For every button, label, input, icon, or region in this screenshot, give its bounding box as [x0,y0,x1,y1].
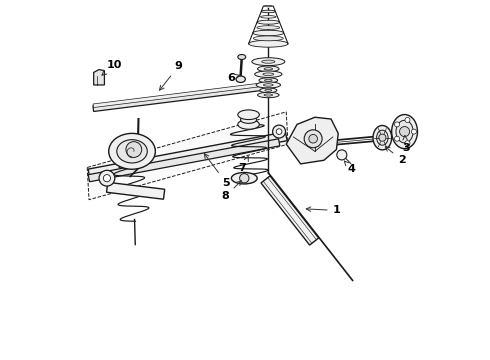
Ellipse shape [252,58,285,66]
Ellipse shape [257,20,280,24]
Circle shape [240,174,249,183]
Circle shape [405,117,410,122]
Circle shape [399,127,410,136]
Circle shape [412,129,416,134]
Circle shape [394,136,399,141]
Ellipse shape [264,68,272,70]
Text: 5: 5 [204,154,230,188]
Polygon shape [261,176,318,245]
Ellipse shape [265,79,272,81]
Text: 10: 10 [102,59,122,75]
Circle shape [337,150,347,160]
Text: 2: 2 [385,147,406,165]
Circle shape [276,129,282,134]
Ellipse shape [231,172,257,184]
Ellipse shape [258,66,279,72]
Circle shape [379,134,386,141]
Ellipse shape [236,76,245,82]
Ellipse shape [396,120,413,143]
Ellipse shape [258,92,279,98]
Ellipse shape [109,134,155,169]
Circle shape [126,141,142,157]
Ellipse shape [259,78,278,83]
Circle shape [394,122,399,127]
Ellipse shape [264,84,273,86]
Ellipse shape [238,110,259,120]
Text: 7: 7 [239,157,248,173]
Ellipse shape [257,26,280,30]
Ellipse shape [238,120,259,129]
Ellipse shape [392,114,417,149]
Ellipse shape [260,88,277,93]
Ellipse shape [264,94,272,96]
Ellipse shape [255,71,282,77]
Ellipse shape [377,130,388,145]
Polygon shape [106,182,165,199]
Polygon shape [94,69,104,85]
Ellipse shape [238,54,245,59]
Ellipse shape [256,82,280,88]
Text: 6: 6 [227,73,240,83]
Polygon shape [88,139,280,182]
Polygon shape [88,132,287,178]
Circle shape [405,141,410,146]
Ellipse shape [253,36,283,41]
Polygon shape [286,117,338,164]
Text: 4: 4 [344,161,356,174]
Ellipse shape [263,73,274,76]
Ellipse shape [253,30,284,36]
Text: 9: 9 [160,61,183,90]
Ellipse shape [265,89,272,91]
Ellipse shape [264,5,272,7]
Text: 3: 3 [402,135,410,153]
Circle shape [304,130,322,148]
Text: 1: 1 [306,206,341,216]
Ellipse shape [261,10,275,13]
Polygon shape [93,84,271,112]
Polygon shape [87,112,288,200]
Ellipse shape [261,15,276,18]
Ellipse shape [262,60,275,63]
Ellipse shape [241,116,257,123]
Ellipse shape [117,140,147,163]
Polygon shape [93,82,271,108]
Circle shape [99,170,115,186]
Ellipse shape [248,40,288,47]
Circle shape [309,134,318,143]
Circle shape [103,175,111,182]
Text: 8: 8 [221,181,242,201]
Circle shape [272,125,286,138]
Ellipse shape [373,126,392,150]
